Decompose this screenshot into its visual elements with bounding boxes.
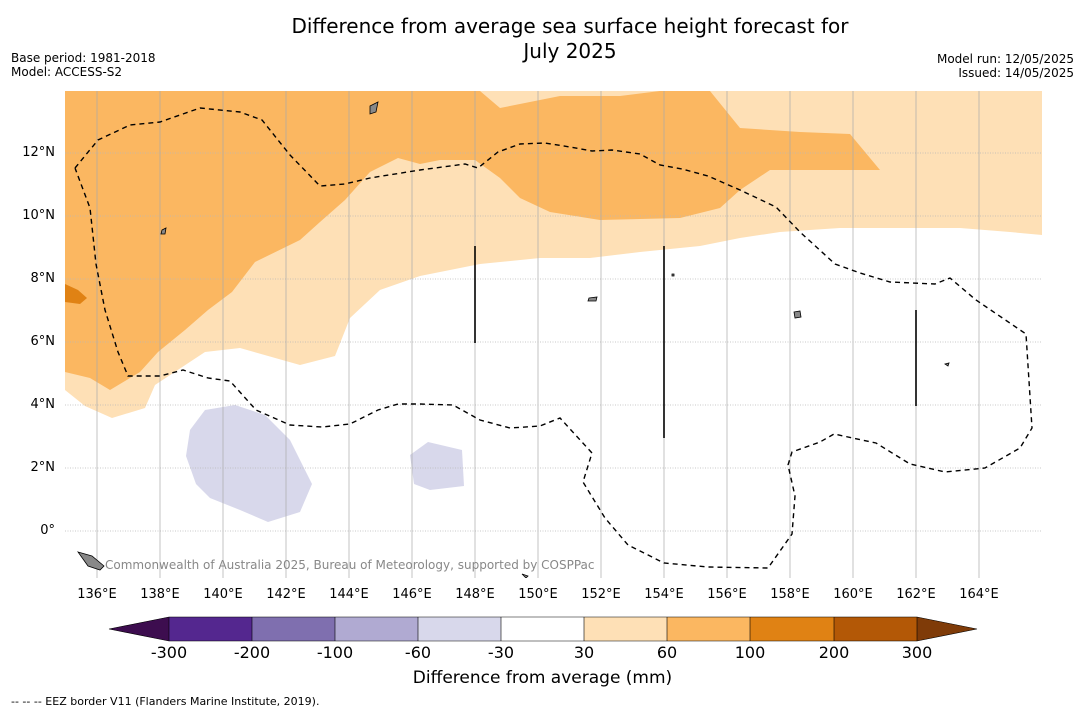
anomaly-region-100-200 (65, 284, 87, 304)
colorbar-tick-5: -30 (487, 643, 515, 662)
anomaly-region-minus60-minus30-b (410, 442, 464, 490)
anomaly-region-minus60-minus30-a (186, 405, 312, 522)
colorbar-bin-8 (750, 617, 834, 641)
lon-label-164e: 164°E (959, 587, 999, 602)
colorbar-tick-9: 200 (818, 643, 850, 662)
lat-label-6n: 6°N (30, 334, 56, 349)
colorbar-tick-6: 30 (573, 643, 595, 662)
colorbar-tick-8: 100 (734, 643, 766, 662)
meta-right: Model run: 12/05/2025 Issued: 14/05/2025 (937, 52, 1074, 80)
map-title-line1: Difference from average sea surface heig… (291, 14, 849, 38)
lon-label-146e: 146°E (392, 587, 432, 602)
island-a (369, 101, 379, 115)
colorbar-tick-4: -60 (404, 643, 432, 662)
colorbar-extend-low (109, 617, 169, 641)
eez-legend-footer: -- -- -- EEZ border V11 (Flanders Marine… (11, 695, 320, 708)
issued-label: Issued: 14/05/2025 (958, 66, 1074, 80)
colorbar-tick-7: 60 (656, 643, 678, 662)
island-h (521, 573, 529, 578)
lon-label-152e: 152°E (581, 587, 621, 602)
lat-label-4n: 4°N (30, 397, 56, 412)
lat-label-8n: 8°N (30, 271, 56, 286)
island-f (944, 362, 950, 367)
map-area (65, 91, 1042, 578)
map-title: Difference from average sea surface heig… (0, 14, 1085, 64)
lat-label-10n: 10°N (22, 208, 55, 223)
map-title-line2: July 2025 (523, 39, 617, 63)
island-d (587, 296, 598, 302)
model-run-label: Model run: 12/05/2025 (936, 52, 1074, 66)
island-c (793, 310, 802, 319)
lon-label-156e: 156°E (707, 587, 747, 602)
colorbar-tick-10: 300 (901, 643, 933, 662)
anomaly-region-60-100-west (65, 91, 880, 390)
lat-label-0: 0° (40, 523, 55, 538)
lat-label-12n: 12°N (22, 145, 55, 160)
model-label: Model: ACCESS-S2 (11, 65, 123, 79)
islands (77, 101, 950, 578)
lon-label-140e: 140°E (203, 587, 243, 602)
colorbar-tick-2: -200 (233, 643, 271, 662)
lat-label-2n: 2°N (30, 460, 56, 475)
colorbar-bin-3 (335, 617, 418, 641)
lon-label-162e: 162°E (896, 587, 936, 602)
colorbar-tick-1: -300 (150, 643, 188, 662)
lon-label-154e: 154°E (644, 587, 684, 602)
base-period-label: Base period: 1981-2018 (11, 51, 156, 65)
colorbar-bin-7 (667, 617, 750, 641)
lon-label-150e: 150°E (518, 587, 558, 602)
lon-label-144e: 144°E (329, 587, 369, 602)
colorbar-bin-2 (252, 617, 335, 641)
boundary-lines (474, 246, 917, 438)
colorbar-tick-3: -100 (316, 643, 354, 662)
colorbar (108, 616, 978, 642)
lon-label-138e: 138°E (140, 587, 180, 602)
lon-label-148e: 148°E (455, 587, 495, 602)
lon-label-158e: 158°E (770, 587, 810, 602)
colorbar-bin-4 (418, 617, 501, 641)
colorbar-bin-5 (501, 617, 584, 641)
island-e (77, 551, 105, 571)
island-b (160, 227, 167, 235)
island-g (671, 273, 675, 277)
colorbar-bin-1 (169, 617, 252, 641)
lon-label-142e: 142°E (266, 587, 306, 602)
colorbar-title: Difference from average (mm) (412, 668, 673, 688)
colorbar-bin-6 (584, 617, 667, 641)
grid-lines (65, 152, 1042, 532)
lon-label-136e: 136°E (77, 587, 117, 602)
lon-label-160e: 160°E (833, 587, 873, 602)
colorbar-extend-high (917, 617, 977, 641)
colorbar-bin-9 (834, 617, 917, 641)
meta-left: Base period: 1981-2018 Model: ACCESS-S2 (11, 51, 156, 79)
copyright-notice: Commonwealth of Australia 2025, Bureau o… (105, 558, 595, 572)
